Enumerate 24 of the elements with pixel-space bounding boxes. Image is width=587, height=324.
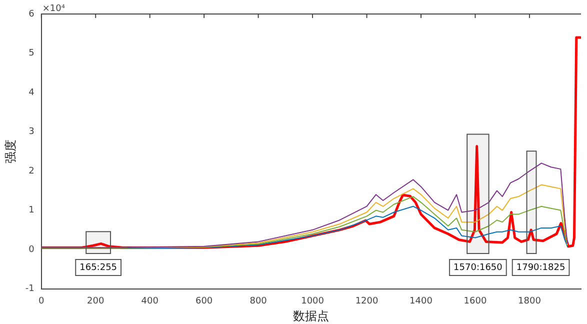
x-tick-label: 200 xyxy=(87,296,104,307)
x-tick-label: 1800 xyxy=(518,296,542,307)
y-axis-title: 强度 xyxy=(3,139,18,164)
y-tick-label: 6 xyxy=(28,9,35,20)
x-tick-label: 0 xyxy=(38,296,45,307)
y-tick-label: 1 xyxy=(28,206,34,216)
x-tick-label: 800 xyxy=(250,296,268,307)
y-tick-label: 0 xyxy=(28,244,35,255)
band-label: 1570:1650 xyxy=(454,262,503,273)
x-tick-label: 1600 xyxy=(464,296,487,307)
x-tick-label: 1400 xyxy=(410,296,433,307)
band-label: 165:255 xyxy=(80,262,118,273)
x-axis-title: 数据点 xyxy=(293,308,330,323)
y-tick-label: 2 xyxy=(28,166,34,176)
y-tick-label: 4 xyxy=(28,88,35,98)
x-tick-label: 1200 xyxy=(355,296,378,307)
annotation: ×10⁴ xyxy=(42,4,66,14)
x-tick-label: 400 xyxy=(141,296,159,307)
x-tick-label: 1000 xyxy=(301,296,324,307)
y-tick-label: -1 xyxy=(25,284,34,294)
y-tick-label: 5 xyxy=(28,48,34,59)
band-label: 1790:1825 xyxy=(516,262,566,273)
y-tick-label: 3 xyxy=(28,127,34,138)
x-tick-label: 600 xyxy=(195,296,213,307)
